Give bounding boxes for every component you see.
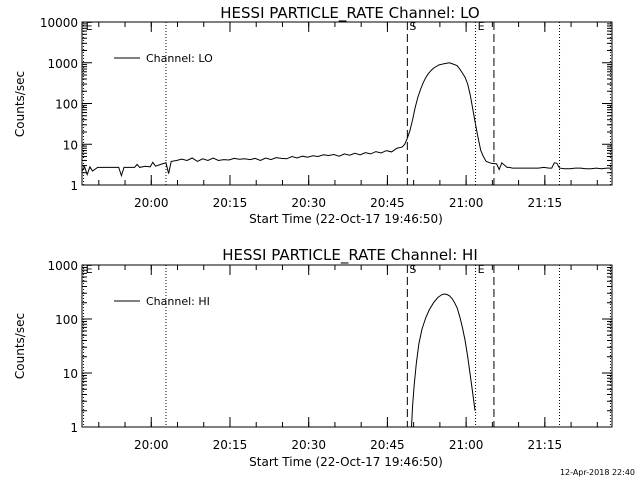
x-axis-label: Start Time (22-Oct-17 19:46:50) xyxy=(249,455,443,469)
y-tick-label: 100 xyxy=(55,98,78,112)
plot-frame xyxy=(81,21,613,186)
y-axis-label: Counts/sec xyxy=(13,313,27,379)
x-tick-label: 20:00 xyxy=(134,438,169,452)
y-tick-label: 10000 xyxy=(40,16,78,30)
legend-entry: Channel: HI xyxy=(146,295,210,308)
event-marker-label: S xyxy=(409,20,416,33)
x-tick-label: 21:00 xyxy=(449,438,484,452)
x-tick-label: 21:15 xyxy=(528,438,563,452)
chart-panel-hi: HESSI PARTICLE_RATE Channel: HI Start Tim… xyxy=(13,246,613,469)
generation-timestamp: 12-Apr-2018 22:40 xyxy=(560,468,635,477)
chart-title: HESSI PARTICLE_RATE Channel: HI xyxy=(222,246,478,265)
x-tick-label: 20:15 xyxy=(213,196,248,210)
y-tick-label: 100 xyxy=(55,313,78,327)
x-tick-label: 21:15 xyxy=(528,196,563,210)
event-marker-label: E xyxy=(478,263,485,276)
x-tick-label: 20:00 xyxy=(134,196,169,210)
x-tick-label: 20:30 xyxy=(291,438,326,452)
x-tick-label: 20:45 xyxy=(370,438,405,452)
y-tick-label: 1 xyxy=(70,179,78,193)
series-line-lo xyxy=(81,62,612,178)
x-tick-label: 20:30 xyxy=(291,196,326,210)
event-marker-label: E xyxy=(86,263,93,276)
y-tick-label: 10 xyxy=(63,138,78,152)
y-axis-label: Counts/sec xyxy=(13,71,27,137)
y-tick-label: 1 xyxy=(70,421,78,435)
y-tick-label: 1000 xyxy=(47,259,78,273)
x-tick-label: 20:15 xyxy=(213,438,248,452)
series-line-hi xyxy=(411,293,476,428)
y-tick-label: 1000 xyxy=(47,57,78,71)
y-tick-label: 10 xyxy=(63,367,78,381)
event-marker-label: E xyxy=(478,20,485,33)
x-axis-label: Start Time (22-Oct-17 19:46:50) xyxy=(249,212,443,226)
chart-panel-lo: HESSI PARTICLE_RATE Channel: LO Start Tim… xyxy=(13,4,613,226)
x-tick-label: 20:45 xyxy=(370,196,405,210)
event-marker-label: E xyxy=(86,20,93,33)
event-marker-label: S xyxy=(409,263,416,276)
plot-frame xyxy=(81,264,613,428)
legend-entry: Channel: LO xyxy=(146,52,213,65)
chart-title: HESSI PARTICLE_RATE Channel: LO xyxy=(220,4,479,23)
x-tick-label: 21:00 xyxy=(449,196,484,210)
